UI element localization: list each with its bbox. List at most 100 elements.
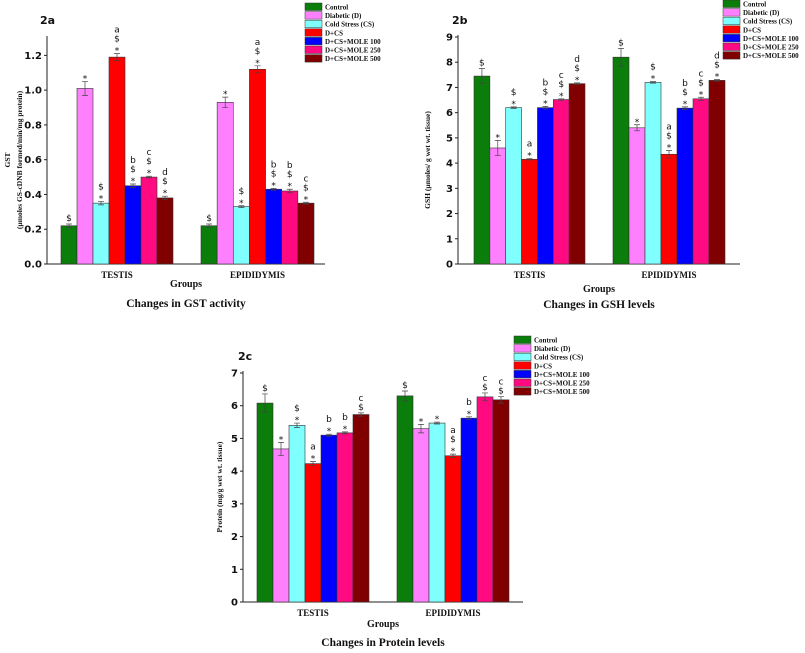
- legend-label: D+CS+MOLE 100: [534, 371, 590, 379]
- legend-swatch: [722, 0, 741, 8]
- legend-swatch: [304, 45, 323, 54]
- y-tick-label: 0.8: [24, 120, 42, 131]
- legend-label: Cold Stress (CS): [743, 18, 793, 26]
- bar: [444, 455, 462, 603]
- bar: [281, 190, 299, 265]
- y-axis-label: GSH (µmoles/ g wet wt. tissue): [423, 111, 432, 209]
- legend-label: D+CS+MOLE 500: [325, 55, 381, 63]
- y-tick-label: 0.2: [24, 225, 42, 236]
- bar: [156, 197, 174, 265]
- legend-swatch: [513, 370, 532, 379]
- y-tick-label: 5: [446, 133, 453, 144]
- y-tick-label: 7: [231, 369, 238, 380]
- bar: [216, 102, 234, 265]
- legend-swatch: [304, 11, 323, 20]
- bar: [140, 176, 158, 265]
- legend-swatch: [513, 352, 532, 361]
- error-bar: [618, 48, 624, 67]
- error-bar: [238, 205, 245, 208]
- bar: [304, 463, 322, 603]
- error-bar: [634, 124, 640, 132]
- error-bar: [82, 81, 88, 96]
- legend-swatch: [722, 16, 741, 25]
- bar: [272, 448, 290, 603]
- legend-swatch: [722, 42, 741, 51]
- significance-label: d $ *: [574, 55, 580, 86]
- bar: [489, 147, 507, 265]
- chart-title: Changes in GSH levels: [543, 299, 655, 311]
- significance-label: $ *: [511, 88, 517, 110]
- significance-label: c $ *: [698, 69, 704, 100]
- error-bar: [650, 81, 656, 84]
- y-tick-label: 2: [231, 532, 238, 543]
- error-bar: [254, 65, 261, 74]
- error-bar: [682, 106, 688, 110]
- error-bar: [498, 396, 504, 404]
- error-bar: [294, 422, 300, 428]
- error-bar: [162, 195, 168, 201]
- category-label: EPIDIDYMIS: [425, 608, 480, 618]
- y-tick-label: 0.6: [24, 155, 42, 166]
- legend-label: D+CS+MOLE 500: [743, 52, 799, 60]
- error-bar: [66, 223, 72, 228]
- y-tick-label: 4: [231, 467, 238, 478]
- panel-label: 2c: [238, 350, 252, 363]
- legend-label: Diabetic (D): [325, 12, 362, 20]
- bar: [320, 434, 338, 603]
- chart-2c: 2c 0 1 2 3 4 5 6 7 Protein (mg/g wet wt. tissue) T…: [215, 335, 590, 649]
- y-tick-label: 6: [231, 401, 238, 412]
- legend-label: D+CS+MOLE 250: [534, 380, 590, 388]
- significance-label: d $ *: [714, 52, 720, 83]
- significance-label: b $ *: [542, 78, 548, 109]
- error-bar: [478, 68, 485, 85]
- error-bar: [302, 201, 309, 205]
- legend-swatch: [304, 2, 323, 11]
- bar: [537, 107, 554, 265]
- legend-swatch: [722, 51, 741, 60]
- bar: [265, 188, 283, 265]
- error-bar: [434, 421, 440, 425]
- bar: [476, 396, 494, 603]
- error-bar: [310, 461, 316, 466]
- significance-label: *: [496, 133, 501, 143]
- panel-label: 2a: [40, 14, 55, 27]
- legend-swatch: [304, 37, 323, 46]
- error-bar: [526, 158, 533, 161]
- y-tick-label: 7: [446, 83, 453, 94]
- error-bar: [542, 106, 549, 110]
- legend-swatch: [304, 54, 323, 63]
- category-label: TESTIS: [514, 270, 546, 280]
- bar: [412, 428, 430, 603]
- legend-label: Cold Stress (CS): [534, 354, 584, 362]
- error-bar: [130, 183, 136, 188]
- legend-swatch: [513, 378, 532, 387]
- bar: [708, 80, 726, 265]
- y-axis-label: (µmoles GS-cDNB formed/min/mg protein): [15, 90, 24, 229]
- legend-label: D+CS+MOLE 250: [743, 44, 799, 52]
- legend-label: Diabetic (D): [743, 9, 780, 17]
- significance-label: $: [479, 59, 485, 69]
- y-tick-label: 2: [446, 209, 453, 220]
- significance-label: c $ *: [303, 174, 309, 205]
- bar: [396, 395, 414, 603]
- chart-title: Changes in GST activity: [126, 298, 246, 310]
- bar: [492, 399, 510, 603]
- bar: [521, 159, 538, 265]
- significance-label: a $ *: [666, 123, 672, 154]
- legend-label: D+CS+MOLE 100: [325, 38, 381, 46]
- error-bar: [358, 412, 364, 417]
- category-label: EPIDIDYMIS: [641, 270, 696, 280]
- significance-label: $: [206, 214, 212, 224]
- significance-label: c $: [482, 374, 488, 393]
- bar: [76, 88, 94, 265]
- bar: [249, 68, 266, 265]
- significance-label: *: [279, 435, 284, 445]
- significance-label: c $ *: [146, 148, 152, 179]
- legend-label: D+CS: [325, 29, 343, 37]
- y-tick-label: 1.0: [24, 86, 42, 97]
- error-bar: [286, 188, 293, 194]
- y-axis-label: GST: [3, 152, 12, 167]
- y-tick-label: 9: [446, 33, 453, 44]
- y-tick-label: 0.0: [24, 260, 42, 271]
- error-bar: [262, 393, 268, 413]
